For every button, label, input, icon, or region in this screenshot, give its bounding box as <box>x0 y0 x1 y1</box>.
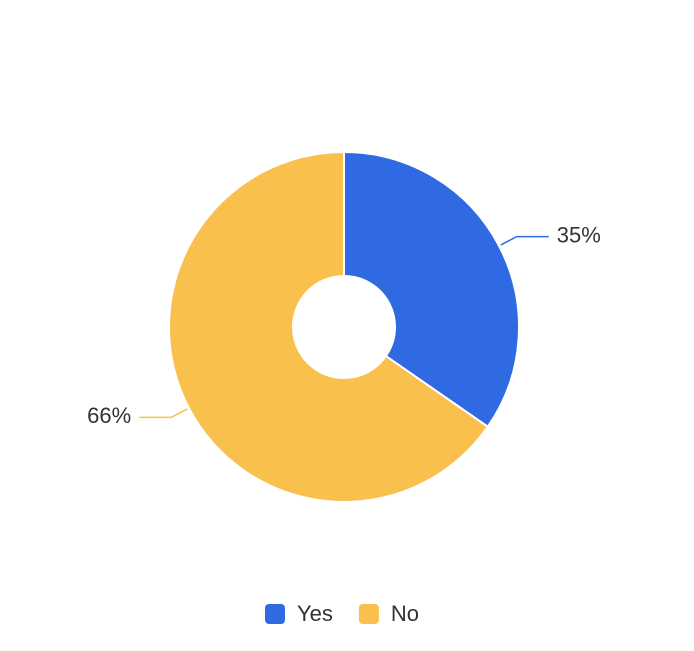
value-label: 35% <box>557 222 601 247</box>
legend-swatch <box>265 604 285 624</box>
legend-label: No <box>391 601 419 626</box>
slice <box>343 150 520 429</box>
legend-label: Yes <box>297 601 333 626</box>
value-label: 66% <box>87 403 131 428</box>
legend-swatch <box>358 604 379 624</box>
label-line <box>139 408 188 419</box>
slice <box>168 150 490 503</box>
label-line <box>500 235 549 246</box>
